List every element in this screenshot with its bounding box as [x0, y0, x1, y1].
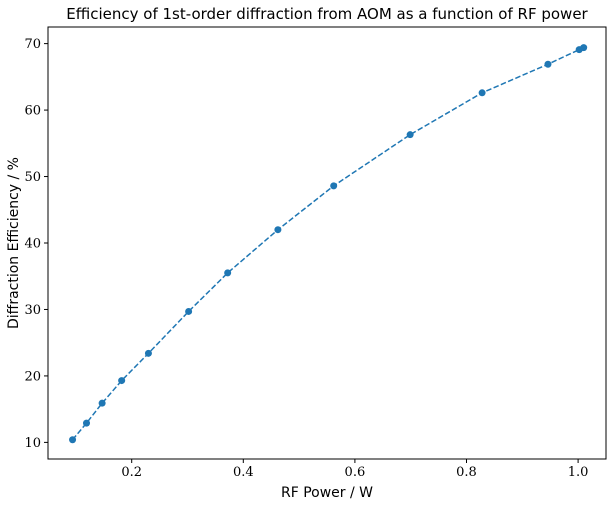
- data-point: [118, 377, 126, 385]
- series-line: [71, 46, 584, 441]
- y-tick-label: 30: [24, 303, 41, 318]
- y-tick-label: 10: [24, 436, 41, 451]
- y-tick-label: 40: [24, 237, 41, 252]
- data-point: [98, 399, 106, 407]
- data-point: [274, 226, 282, 234]
- x-tick-label: 0.4: [233, 465, 254, 480]
- y-tick-label: 60: [24, 104, 41, 119]
- y-tick-label: 70: [24, 37, 41, 52]
- data-point: [406, 131, 414, 139]
- data-point: [224, 269, 232, 277]
- data-point: [69, 436, 77, 444]
- plot-area: 0.2 0.4 0.6 0.8 1.0 10 20 30 40 50 60 70: [24, 26, 607, 480]
- x-tick-label: 0.8: [456, 465, 477, 480]
- data-point: [580, 44, 588, 52]
- data-point: [544, 60, 552, 68]
- plot-frame: [47, 26, 607, 460]
- x-tick-label: 0.6: [345, 465, 366, 480]
- y-tick-label: 50: [24, 170, 41, 185]
- data-point: [185, 307, 193, 315]
- data-point: [144, 349, 152, 357]
- x-tick-label: 1.0: [568, 465, 589, 480]
- chart-title: Efficiency of 1st-order diffraction from…: [66, 5, 588, 23]
- y-axis-label: Diffraction Efficiency / %: [6, 157, 22, 329]
- y-tick-label: 20: [24, 369, 41, 384]
- data-point: [478, 89, 486, 97]
- data-point: [83, 419, 91, 427]
- x-axis-label: RF Power / W: [281, 485, 373, 501]
- x-tick-label: 0.2: [121, 465, 142, 480]
- data-point: [330, 182, 338, 190]
